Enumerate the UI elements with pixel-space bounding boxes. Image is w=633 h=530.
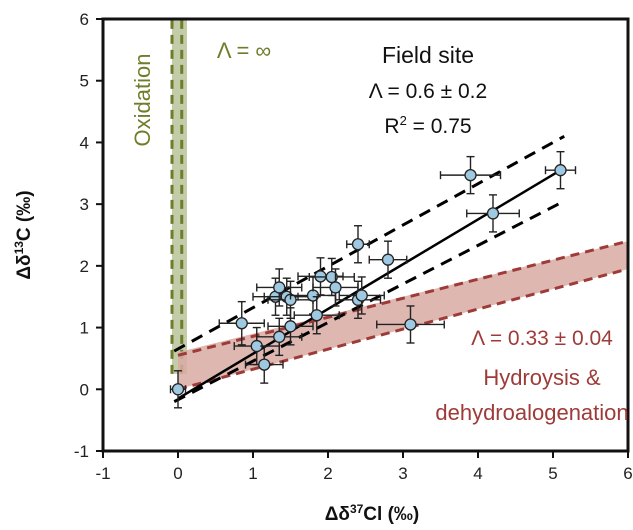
hydrolysis-band xyxy=(178,241,628,390)
y-tick-label: 2 xyxy=(80,257,89,276)
data-point xyxy=(218,300,265,346)
y-axis-ticks: -1 0 1 2 3 4 5 6 xyxy=(74,10,103,461)
x-tick-label: 3 xyxy=(398,464,407,483)
data-point xyxy=(267,307,314,346)
point-marker xyxy=(464,168,477,182)
y-axis-title: Δδ13C (‰) xyxy=(12,190,35,279)
data-point xyxy=(439,155,502,195)
data-points-layer xyxy=(169,150,577,409)
field-lambda-label: Λ = 0.6 ± 0.2 xyxy=(369,80,487,103)
x-tick-label: -1 xyxy=(95,464,110,483)
point-marker xyxy=(284,320,297,333)
y-tick-label: -1 xyxy=(74,442,89,461)
x-tick-label: 0 xyxy=(173,464,182,483)
y-title-suffix: C (‰) xyxy=(14,190,35,241)
data-point xyxy=(338,276,385,315)
point-marker xyxy=(554,164,567,177)
oxidation-band xyxy=(172,19,187,374)
x-title-suffix: Cl (‰) xyxy=(363,504,419,525)
y-tick-label: 1 xyxy=(80,319,89,338)
lambda-infinity-label: Λ = ∞ xyxy=(217,38,271,63)
x-tick-label: 6 xyxy=(623,464,632,483)
point-marker xyxy=(273,281,286,294)
y-tick-label: 6 xyxy=(80,10,89,29)
point-marker xyxy=(351,238,365,251)
x-tick-label: 4 xyxy=(473,464,482,483)
data-point xyxy=(544,150,577,190)
confidence-line xyxy=(173,199,565,403)
y-tick-label: 5 xyxy=(80,72,89,91)
hydrolysis-band-edge xyxy=(177,267,628,391)
r2-suffix: = 0.75 xyxy=(407,115,472,138)
point-marker xyxy=(325,270,338,284)
plot-frame xyxy=(101,17,630,453)
point-marker xyxy=(310,309,323,322)
field-site-title: Field site xyxy=(382,42,474,68)
y-title-superscript: 13 xyxy=(12,241,26,255)
point-marker xyxy=(329,281,342,294)
data-point xyxy=(346,225,370,264)
point-marker xyxy=(381,253,395,266)
data-point xyxy=(256,317,303,357)
x-tick-label: 1 xyxy=(248,464,257,483)
x-title-prefix: Δδ xyxy=(325,504,350,525)
point-marker xyxy=(273,330,286,343)
x-axis-ticks: -1 0 1 2 3 4 5 6 xyxy=(95,451,633,483)
data-point xyxy=(368,240,408,279)
oxidation-label: Oxidation xyxy=(130,54,155,147)
data-point xyxy=(169,370,187,409)
point-marker xyxy=(355,289,368,302)
point-marker xyxy=(235,317,248,330)
x-tick-label: 5 xyxy=(548,464,557,483)
data-point xyxy=(244,345,284,384)
bands-layer xyxy=(170,19,628,391)
data-point xyxy=(466,194,520,233)
data-point xyxy=(376,305,445,344)
y-tick-label: 4 xyxy=(80,133,89,152)
hydrolysis-band-edge xyxy=(177,239,628,357)
r2-superscript: 2 xyxy=(400,113,407,128)
y-title-prefix: Δδ xyxy=(14,254,35,279)
hydrolysis-lambda-label: Λ = 0.33 ± 0.04 xyxy=(471,327,613,350)
x-title-superscript: 37 xyxy=(350,502,364,516)
field-r2-label: R2 = 0.75 xyxy=(384,113,471,138)
y-tick-label: 3 xyxy=(80,195,89,214)
regression-line xyxy=(177,169,562,400)
point-marker xyxy=(404,318,417,331)
data-point xyxy=(293,296,340,335)
x-axis-title: Δδ37Cl (‰) xyxy=(325,502,419,525)
point-marker xyxy=(171,383,185,396)
point-marker xyxy=(486,207,500,220)
y-tick-label: 0 xyxy=(80,380,89,399)
r2-prefix: R xyxy=(384,115,399,138)
data-point xyxy=(308,257,355,297)
hydrolysis-line1-label: Hydroysis & xyxy=(483,365,601,390)
hydrolysis-line2-label: dehydroalogenation xyxy=(435,400,628,425)
x-tick-label: 2 xyxy=(323,464,332,483)
point-marker xyxy=(258,358,271,371)
